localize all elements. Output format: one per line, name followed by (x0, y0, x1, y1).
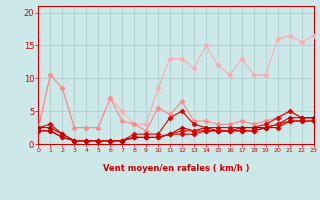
X-axis label: Vent moyen/en rafales ( km/h ): Vent moyen/en rafales ( km/h ) (103, 164, 249, 173)
